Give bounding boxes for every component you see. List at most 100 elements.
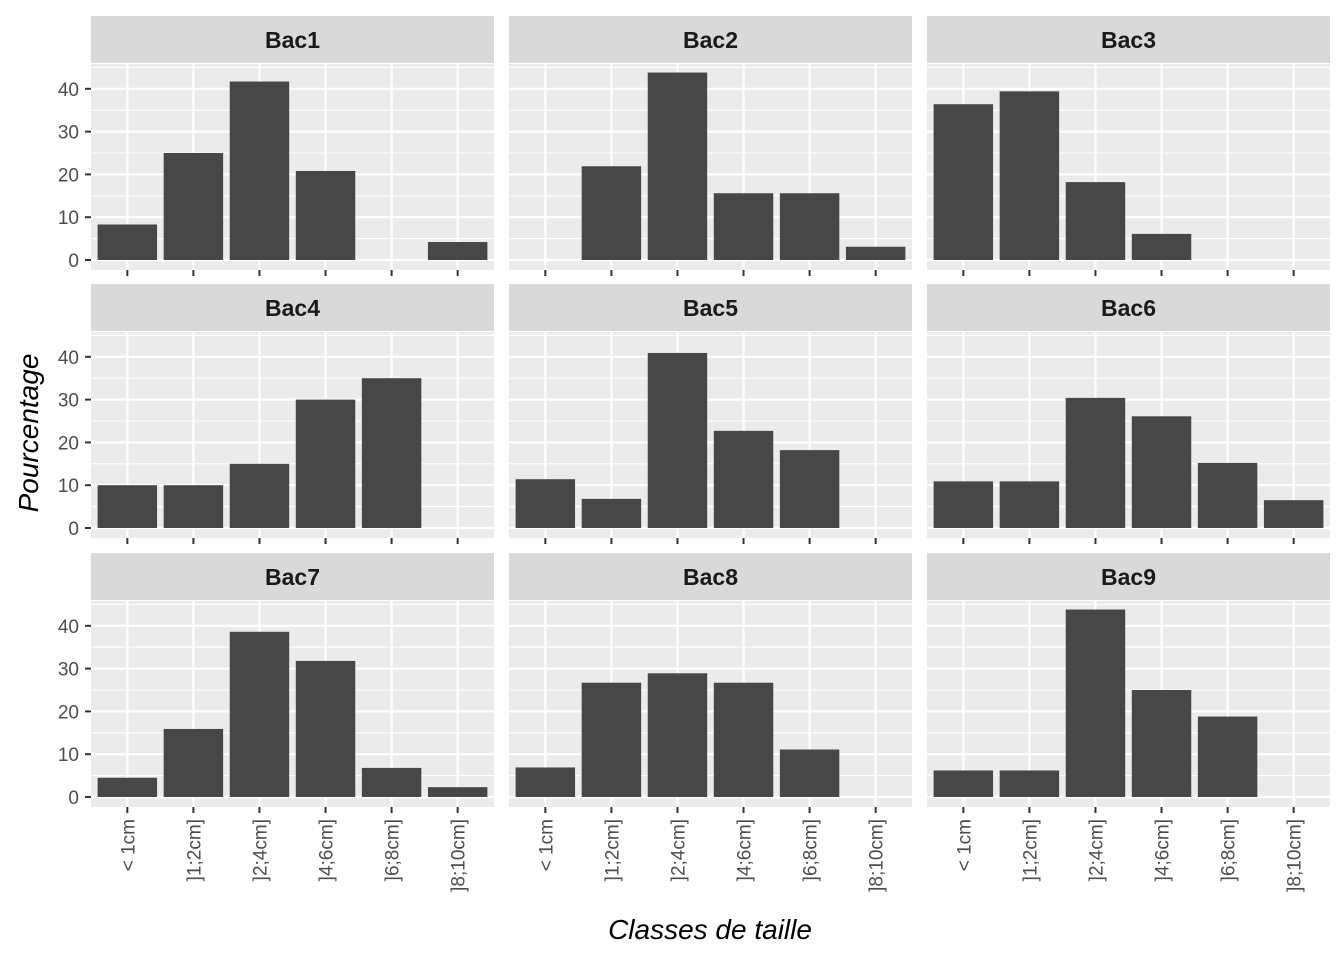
facet-title: Bac6 — [1101, 295, 1156, 321]
bar-bac1-4 — [295, 170, 356, 260]
y-tick-label: 40 — [58, 348, 79, 369]
x-tick-label: ]4;6cm] — [1153, 819, 1174, 881]
bar-bac4-5 — [361, 378, 422, 528]
facet-title: Bac1 — [265, 27, 320, 53]
facet-title: Bac8 — [683, 564, 738, 590]
y-tick-label: 20 — [58, 165, 79, 186]
panel-background — [509, 601, 912, 807]
facet-strip — [927, 16, 1330, 63]
facet-title: Bac3 — [1101, 27, 1156, 53]
x-tick-label: ]8;10cm] — [449, 819, 470, 892]
y-tick-label: 10 — [58, 745, 79, 766]
bar-bac9-4 — [1131, 690, 1192, 797]
bar-bac9-5 — [1197, 716, 1258, 797]
bar-bac5-2 — [581, 498, 642, 528]
bar-bac8-4 — [713, 682, 774, 797]
facet-bac5: Bac5 — [509, 284, 912, 544]
y-tick-label: 40 — [58, 80, 79, 101]
x-tick-label: ]1;2cm] — [602, 819, 623, 881]
facet-bac3: Bac3 — [927, 16, 1330, 276]
bar-bac5-3 — [647, 352, 708, 528]
facet-bac7: Bac7 0 10 20 30 40 < 1cm]1;2cm]]2;4cm]]4;6cm]]… — [58, 553, 494, 892]
y-tick-label: 10 — [58, 208, 79, 229]
bar-bac6-3 — [1065, 397, 1126, 528]
y-tick-label: 30 — [58, 123, 79, 144]
facet-title: Bac7 — [265, 564, 320, 590]
y-tick-label: 10 — [58, 476, 79, 497]
facet-strip — [91, 553, 494, 600]
x-tick-label: < 1cm — [118, 819, 139, 871]
facet-title: Bac4 — [265, 295, 320, 321]
bar-bac6-6 — [1263, 500, 1324, 528]
facet-strip — [509, 553, 912, 600]
bar-bac4-4 — [295, 399, 356, 528]
bar-bac9-3 — [1065, 609, 1126, 797]
panel-background — [509, 64, 912, 270]
panel-background — [927, 332, 1330, 538]
bar-bac1-2 — [163, 153, 224, 260]
bar-bac2-3 — [647, 72, 708, 260]
bar-bac2-5 — [779, 193, 840, 260]
bar-bac2-2 — [581, 166, 642, 260]
x-tick-label: ]2;4cm] — [1086, 819, 1107, 881]
y-tick-label: 0 — [68, 788, 79, 809]
x-tick-label: ]8;10cm] — [867, 819, 888, 892]
panel-background — [91, 601, 494, 807]
bar-bac5-1 — [515, 479, 576, 528]
bar-bac3-1 — [933, 104, 994, 260]
facet-title: Bac5 — [683, 295, 738, 321]
bar-bac3-4 — [1131, 233, 1192, 260]
panel-background — [927, 64, 1330, 270]
facet-bac8: Bac8 < 1cm]1;2cm]]2;4cm]]4;6cm]]6;8cm]]8;… — [509, 553, 912, 892]
bar-bac7-3 — [229, 631, 290, 797]
x-tick-label: < 1cm — [954, 819, 975, 871]
bar-bac8-3 — [647, 673, 708, 797]
x-tick-label: ]4;6cm] — [735, 819, 756, 881]
bar-bac3-3 — [1065, 182, 1126, 260]
panel-background — [91, 332, 494, 538]
bar-bac8-2 — [581, 682, 642, 797]
facet-title: Bac2 — [683, 27, 738, 53]
facet-strip — [509, 284, 912, 331]
y-axis-title: Pourcentage — [13, 354, 44, 513]
bar-bac7-5 — [361, 767, 422, 797]
x-tick-label: ]6;8cm] — [383, 819, 404, 881]
y-tick-label: 0 — [68, 251, 79, 272]
panel-background — [927, 601, 1330, 807]
panel-background — [91, 64, 494, 270]
bar-bac2-6 — [845, 246, 906, 260]
bar-bac6-5 — [1197, 462, 1258, 528]
facet-strip — [91, 284, 494, 331]
bar-bac9-2 — [999, 770, 1060, 797]
x-tick-label: ]6;8cm] — [801, 819, 822, 881]
bar-bac8-5 — [779, 749, 840, 797]
bar-bac4-1 — [97, 485, 158, 528]
bar-bac3-2 — [999, 91, 1060, 260]
bar-bac6-4 — [1131, 416, 1192, 528]
bar-bac4-2 — [163, 485, 224, 528]
bar-bac1-3 — [229, 81, 290, 260]
x-axis-title: Classes de taille — [608, 914, 812, 945]
bar-bac4-3 — [229, 463, 290, 528]
facet-strip — [91, 16, 494, 63]
facet-bac9: Bac9 < 1cm]1;2cm]]2;4cm]]4;6cm]]6;8cm]]8;… — [927, 553, 1330, 892]
x-tick-label: ]6;8cm] — [1219, 819, 1240, 881]
y-tick-label: 20 — [58, 702, 79, 723]
bar-bac6-1 — [933, 481, 994, 528]
x-tick-label: ]2;4cm] — [668, 819, 689, 881]
bar-bac7-2 — [163, 728, 224, 797]
bar-bac1-6 — [427, 242, 488, 260]
y-tick-label: 40 — [58, 617, 79, 638]
facet-strip — [509, 16, 912, 63]
bar-bac8-1 — [515, 767, 576, 797]
facet-bac1: Bac1 0 10 20 30 40 — [58, 16, 494, 276]
y-tick-label: 20 — [58, 433, 79, 454]
y-tick-label: 30 — [58, 391, 79, 412]
facet-bac2: Bac2 — [509, 16, 912, 276]
facet-strip — [927, 553, 1330, 600]
bar-bac6-2 — [999, 481, 1060, 528]
x-tick-label: ]2;4cm] — [250, 819, 271, 881]
x-tick-label: ]8;10cm] — [1285, 819, 1306, 892]
facet-strip — [927, 284, 1330, 331]
